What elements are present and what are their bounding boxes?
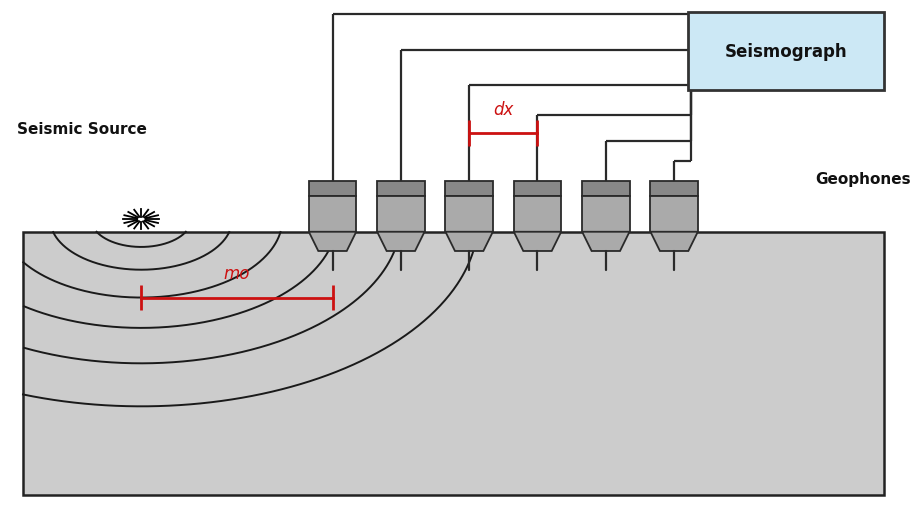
Text: mo: mo <box>224 265 250 283</box>
Bar <box>23 232 884 495</box>
Bar <box>582 197 630 232</box>
Bar <box>582 182 630 197</box>
Bar <box>688 13 884 91</box>
Polygon shape <box>650 232 698 251</box>
Bar <box>514 182 561 197</box>
Bar <box>650 197 698 232</box>
Bar <box>309 182 356 197</box>
Bar <box>650 182 698 197</box>
Text: Seismograph: Seismograph <box>724 43 847 61</box>
Text: dx: dx <box>493 100 514 119</box>
Bar <box>514 197 561 232</box>
Polygon shape <box>377 232 425 251</box>
Bar <box>445 182 493 197</box>
Text: Geophones: Geophones <box>815 172 911 187</box>
Polygon shape <box>514 232 561 251</box>
Bar <box>377 197 425 232</box>
Bar <box>445 197 493 232</box>
Polygon shape <box>445 232 493 251</box>
Bar <box>309 197 356 232</box>
Polygon shape <box>309 232 356 251</box>
Text: Seismic Source: Seismic Source <box>17 121 147 136</box>
Polygon shape <box>582 232 630 251</box>
Bar <box>377 182 425 197</box>
